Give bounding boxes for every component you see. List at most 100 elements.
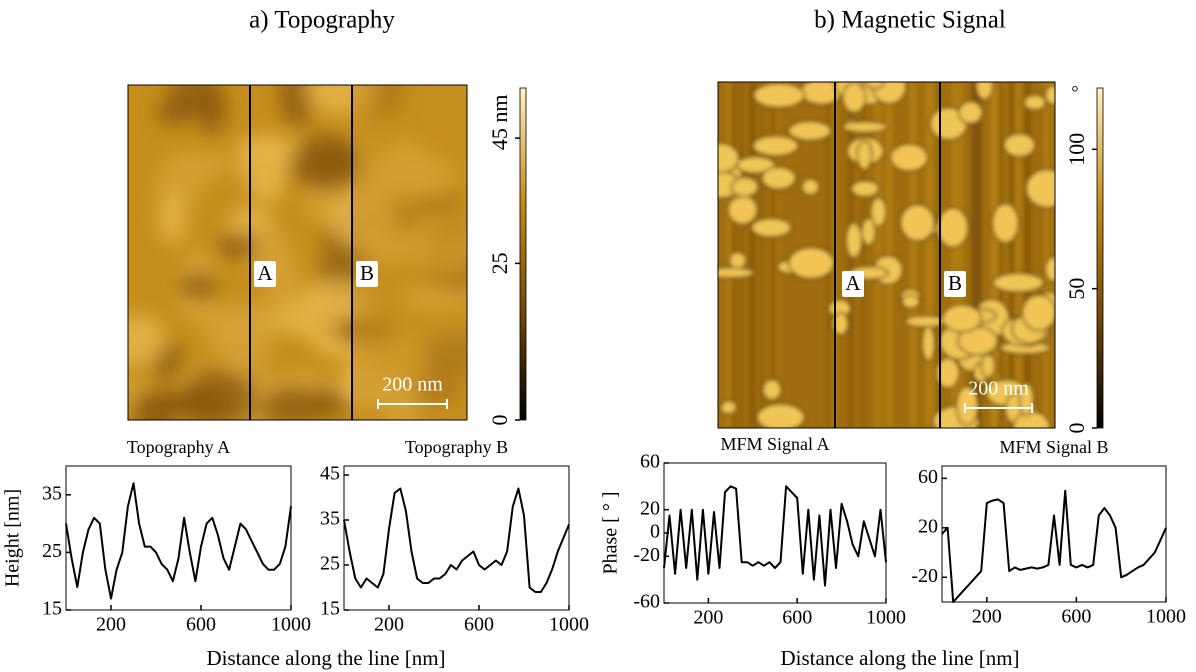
domain [899, 203, 936, 242]
x-axis-label: Distance along the line [nm] [206, 646, 445, 670]
panel-title: b) Magnetic Signal [814, 7, 1006, 34]
domain [856, 139, 873, 171]
colorbar-tick-label: 25 [487, 252, 512, 274]
x-tick-label: 600 [464, 614, 494, 636]
domain [718, 142, 740, 174]
domain [992, 272, 1045, 293]
line-label-box [356, 261, 378, 287]
colorbar-tick-label: 45 nm [487, 94, 512, 150]
domain [921, 325, 936, 362]
y-tick-label: 20 [640, 497, 660, 519]
topography-image [128, 85, 467, 420]
data-line [343, 487, 570, 593]
domain [845, 221, 863, 259]
domain [1044, 84, 1055, 106]
x-tick-label: 1000 [1146, 606, 1186, 628]
x-tick-label: 200 [693, 607, 723, 629]
grain [163, 150, 234, 179]
domain [941, 303, 983, 333]
streak [1052, 82, 1055, 428]
data-line [663, 485, 887, 587]
domain [850, 180, 880, 198]
streak [950, 82, 955, 428]
y-tick-label: 15 [42, 598, 62, 620]
domain [901, 293, 921, 310]
colorbar-tick-label: 0 [1064, 423, 1089, 434]
y-tick-label: -20 [911, 565, 938, 587]
line-label: A [845, 271, 861, 295]
x-tick-label: 200 [972, 606, 1002, 628]
domain [727, 194, 759, 226]
x-tick-label: 200 [374, 614, 404, 636]
streak [1043, 82, 1050, 428]
streak [772, 82, 776, 428]
streak [957, 82, 964, 428]
streak [760, 82, 763, 428]
scale-bar-label: 200 nm [382, 374, 443, 396]
domain [991, 202, 1020, 244]
domain [904, 315, 946, 328]
plot-frame [343, 465, 570, 611]
line-label-box [842, 271, 864, 297]
magnetic-image [718, 82, 1055, 428]
streak [924, 82, 931, 428]
grain [157, 192, 189, 244]
plot-frame [65, 465, 292, 611]
line-label-box [944, 271, 966, 297]
domain [1044, 256, 1055, 283]
domain [1025, 168, 1055, 209]
streak [954, 82, 959, 428]
domain [752, 82, 806, 109]
colorbar [519, 87, 527, 421]
y-tick-label: 25 [42, 540, 62, 562]
domain [720, 400, 738, 415]
line-label-box [254, 261, 276, 287]
y-tick-label: 35 [320, 508, 340, 530]
domain [955, 385, 979, 427]
y-tick-label: 35 [42, 482, 62, 504]
domain [761, 166, 797, 190]
y-tick-label: 0 [650, 521, 660, 543]
y-tick-label: 45 [320, 463, 340, 485]
line-label: B [360, 261, 374, 285]
domain [958, 100, 984, 125]
streak [862, 82, 865, 428]
x-tick-label: 600 [782, 607, 812, 629]
chart-title: Topography B [405, 437, 508, 457]
x-tick-label: 600 [1061, 606, 1091, 628]
domain [718, 266, 755, 279]
y-axis-label: Phase [ ° ] [600, 492, 622, 575]
streak [992, 82, 996, 428]
domain [787, 246, 835, 280]
domain [728, 251, 747, 270]
streak [935, 82, 940, 428]
domain [869, 196, 888, 228]
streak [971, 82, 977, 428]
grain [253, 178, 284, 203]
domain [860, 217, 877, 246]
domain [762, 378, 782, 401]
domain [1021, 294, 1055, 332]
domain [841, 120, 889, 134]
domain [831, 311, 849, 336]
domain [1023, 94, 1047, 111]
domain [975, 82, 994, 101]
y-tick-label: -20 [633, 544, 660, 566]
colorbar-unit: ° [1071, 82, 1078, 102]
domain [730, 176, 759, 198]
image-overlay [352, 85, 467, 420]
domain [750, 217, 793, 238]
line-label: B [948, 271, 962, 295]
colorbar-tick-label: 0 [487, 415, 512, 426]
x-tick-label: 200 [96, 614, 126, 636]
streak [749, 82, 756, 428]
data-line [941, 489, 1167, 603]
grain [179, 273, 219, 301]
streak [872, 82, 878, 428]
y-tick-label: 60 [640, 451, 660, 473]
domain [980, 353, 996, 379]
grain [201, 301, 280, 348]
grain [128, 313, 167, 367]
colorbar [1096, 87, 1104, 429]
